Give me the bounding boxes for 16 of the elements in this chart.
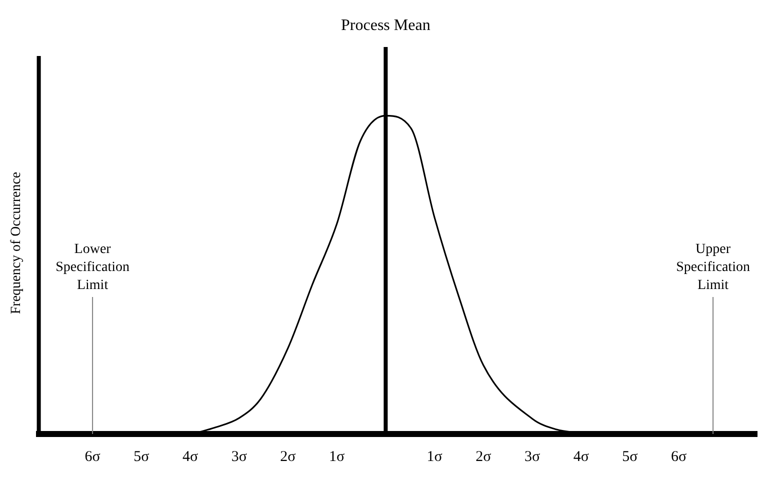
y-axis-title: Frequency of Occurrence <box>9 172 24 314</box>
x-tick-label: 6σ <box>671 448 687 465</box>
x-tick-label: 4σ <box>182 448 198 465</box>
x-tick-label: 6σ <box>84 448 100 465</box>
x-tick-label: 3σ <box>524 448 540 465</box>
ref-line-label: Lower Specification Limit <box>56 242 130 293</box>
x-tick-label: 5σ <box>134 448 150 465</box>
x-tick-label: 1σ <box>329 448 345 465</box>
x-tick-label: 1σ <box>426 448 442 465</box>
ref-line-label: Process Mean <box>341 17 430 34</box>
x-tick-label: 2σ <box>280 448 296 465</box>
x-tick-label: 3σ <box>231 448 247 465</box>
x-tick-label: 2σ <box>476 448 492 465</box>
x-tick-label: 4σ <box>573 448 589 465</box>
x-tick-label: 5σ <box>622 448 638 465</box>
ref-line-label: Upper Specification Limit <box>676 242 750 293</box>
